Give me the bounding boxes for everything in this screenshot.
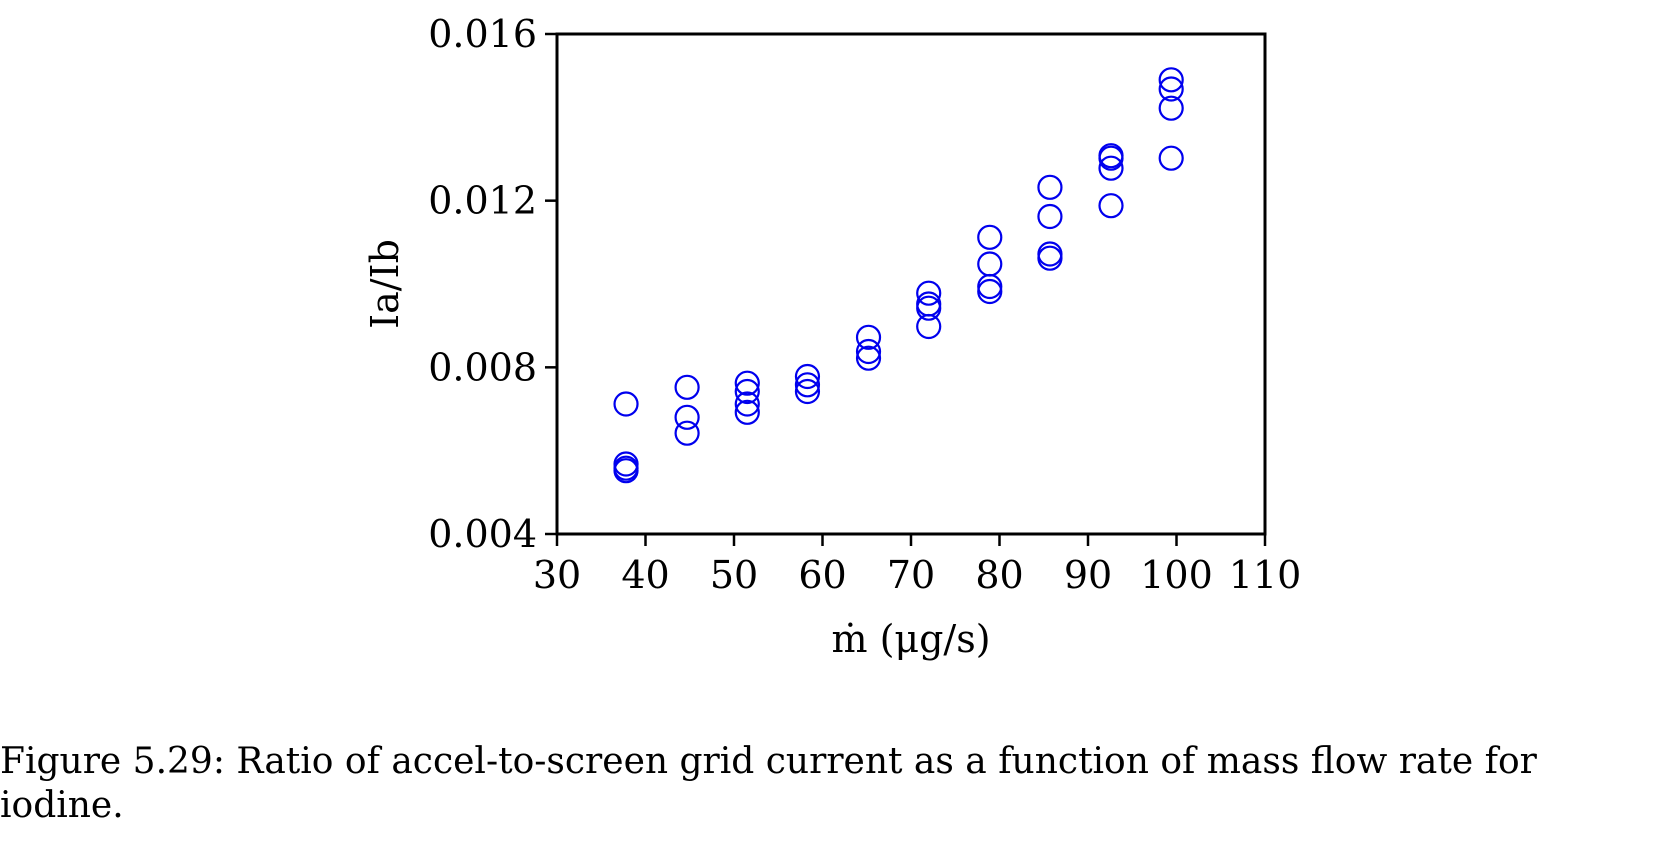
y-tick-label: 0.008 [428,345,537,389]
data-point [1098,155,1124,181]
x-axis-ticks: 30 40 50 60 70 80 90 100 110 [533,534,1301,597]
data-point [734,399,760,425]
x-tick-label: 30 [533,553,581,597]
data-point [1037,174,1063,200]
data-point [794,378,821,405]
data-point [734,378,760,405]
data-point [734,370,760,396]
x-tick-label: 90 [1064,553,1112,597]
x-axis-label: ṁ (μg/s) [831,617,990,661]
data-point [674,374,700,400]
y-tick-label: 0.016 [428,12,537,56]
data-point [734,391,760,417]
y-axis-ticks: 0.004 0.008 0.012 0.016 [428,12,557,556]
data-point [1037,203,1063,230]
y-tick-label: 0.012 [428,179,537,223]
data-point [916,291,942,317]
data-point [674,404,700,430]
data-point [613,455,639,481]
x-tick-label: 40 [621,553,669,597]
x-tick-label: 110 [1229,553,1302,597]
data-point [1158,145,1184,171]
x-tick-label: 80 [975,553,1023,597]
data-point [977,278,1003,305]
data-point [1098,193,1124,219]
figure-caption: Figure 5.29: Ratio of accel-to-screen gr… [0,741,1537,826]
data-point [1037,241,1063,267]
y-tick-label: 0.004 [428,512,537,556]
data-point [1158,76,1184,102]
data-point [977,224,1003,250]
data-point [855,324,882,350]
x-tick-label: 50 [710,553,758,597]
data-point [977,251,1003,277]
data-point [855,345,882,371]
data-point [977,273,1003,300]
data-point [1158,67,1184,93]
data-point [855,338,882,365]
data-point [613,391,639,417]
data-point [1158,95,1184,121]
y-axis-label: Ia/Ib [363,239,407,329]
data-points [613,67,1184,484]
data-point [674,420,700,446]
x-tick-label: 60 [798,553,846,597]
data-point [916,313,942,340]
data-point [916,280,942,306]
data-point [794,363,821,390]
data-point [794,372,821,398]
data-point [1098,143,1124,169]
x-tick-label: 70 [887,553,935,597]
x-tick-label: 100 [1140,553,1213,597]
